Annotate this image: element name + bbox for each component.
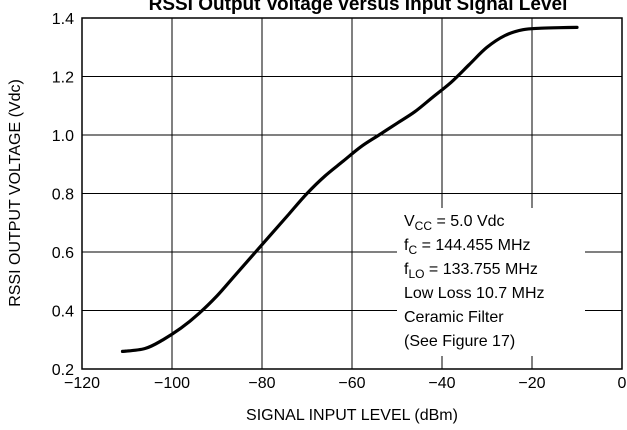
x-tick-label: −20 bbox=[518, 375, 545, 392]
annotation-fc: fC = 144.455 MHz bbox=[404, 237, 531, 257]
y-tick-labels: 0.2 0.4 0.6 0.8 1.0 1.2 1.4 bbox=[52, 11, 74, 379]
annotation-box: VCC = 5.0 Vdc fC = 144.455 MHz fLO = 133… bbox=[404, 213, 545, 350]
x-tick-label: −100 bbox=[154, 375, 190, 392]
plot-frame bbox=[81, 17, 623, 370]
x-tick-labels: −120 −100 −80 −60 −40 −20 0 bbox=[64, 375, 627, 392]
x-tick-label: −80 bbox=[248, 375, 275, 392]
y-tick-label: 0.6 bbox=[52, 245, 74, 262]
annotation-filter-loss: Low Loss 10.7 MHz bbox=[404, 285, 545, 302]
x-tick-label: −120 bbox=[64, 375, 100, 392]
annotation-flo: fLO = 133.755 MHz bbox=[404, 261, 538, 281]
x-tick-label: 0 bbox=[618, 375, 627, 392]
annotation-filter-type: Ceramic Filter bbox=[404, 309, 504, 326]
x-axis-title: SIGNAL INPUT LEVEL (dBm) bbox=[246, 407, 458, 424]
y-tick-label: 0.4 bbox=[52, 304, 74, 321]
y-tick-label: 1.4 bbox=[52, 11, 74, 28]
x-tick-label: −40 bbox=[428, 375, 455, 392]
series-line bbox=[120, 25, 579, 353]
y-tick-label: 1.0 bbox=[52, 128, 74, 145]
annotation-box-bg bbox=[397, 208, 585, 356]
y-tick-label: 0.2 bbox=[52, 362, 74, 379]
y-axis-title: RSSI OUTPUT VOLTAGE (Vdc) bbox=[7, 79, 24, 307]
annotation-vcc: VCC = 5.0 Vdc bbox=[404, 213, 505, 233]
chart-title: RSSI Output Voltage versus Input Signal … bbox=[149, 0, 568, 15]
y-tick-label: 1.2 bbox=[52, 70, 74, 87]
x-tick-label: −60 bbox=[338, 375, 365, 392]
annotation-figure-ref: (See Figure 17) bbox=[404, 333, 515, 350]
y-tick-label: 0.8 bbox=[52, 187, 74, 204]
